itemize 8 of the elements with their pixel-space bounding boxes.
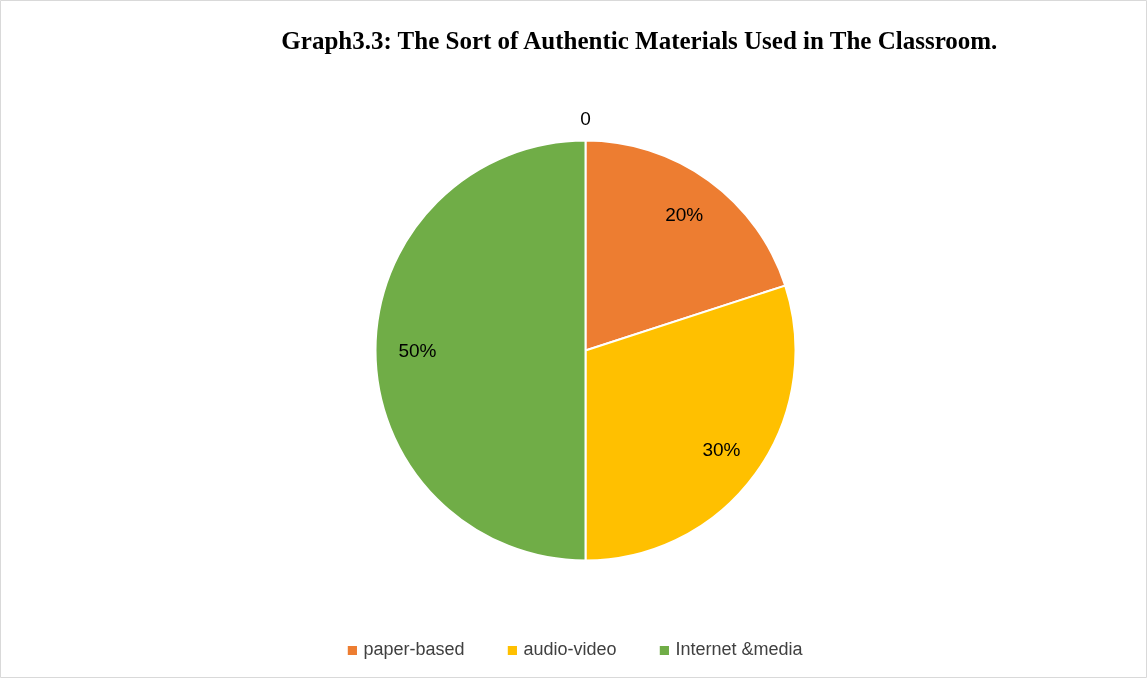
- legend-label: Internet &media: [675, 639, 803, 660]
- data-label: 30%: [702, 438, 741, 460]
- chart-title: Graph3.3: The Sort of Authentic Materials Used in The Classroom.: [281, 27, 998, 54]
- data-label: 50%: [398, 340, 437, 361]
- legend-label: paper-based: [363, 639, 465, 660]
- data-label: 20%: [665, 204, 704, 226]
- legend-label: audio-video: [523, 639, 617, 660]
- text: 0: [580, 108, 591, 129]
